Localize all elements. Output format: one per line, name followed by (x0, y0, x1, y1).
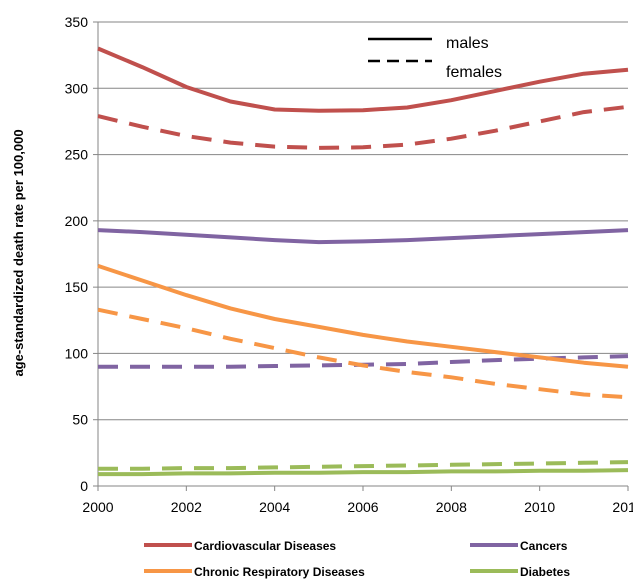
style-legend: males females (368, 35, 502, 81)
y-tick-label: 150 (65, 279, 89, 295)
legend: Cardiovascular Diseases Cancers Chronic Re… (144, 539, 570, 579)
series-line-chronic-respiratory-diseases-females (97, 307, 629, 400)
y-axis-label: age-standardized death rate per 100,000 (11, 129, 26, 376)
x-tick-label: 2012 (612, 499, 633, 515)
axes (97, 22, 628, 487)
y-tick-label: 0 (80, 478, 88, 494)
series-line-diabetes-females (98, 460, 629, 471)
legend-label-chronic-respiratory-diseases: Chronic Respiratory Diseases (194, 565, 365, 579)
dashed-legend-label: females (446, 64, 502, 81)
x-tick-labels: 2000 2002 2004 2006 2008 2010 2012 (82, 486, 633, 515)
solid-legend-label: males (446, 35, 489, 52)
y-tick-label: 300 (65, 80, 89, 96)
series-line-cardiovascular-diseases-females (97, 104, 629, 150)
x-tick-label: 2000 (82, 499, 113, 515)
x-tick-label: 2008 (436, 499, 467, 515)
legend-label-cancers: Cancers (520, 539, 568, 553)
series-line-chronic-respiratory-diseases-males (97, 264, 629, 369)
x-tick-label: 2010 (524, 499, 555, 515)
series-lines (97, 46, 629, 477)
y-tick-label: 50 (72, 412, 88, 428)
series-line-cancers-males (97, 228, 629, 245)
y-tick-label: 100 (65, 345, 89, 361)
y-tick-label: 250 (65, 147, 89, 163)
series-line-diabetes-males (98, 468, 629, 477)
x-tick-label: 2006 (347, 499, 378, 515)
x-tick-label: 2004 (259, 499, 290, 515)
series-line-cardiovascular-diseases-males (97, 46, 629, 113)
y-tick-labels: 0 50 100 150 200 250 300 350 (65, 14, 98, 494)
legend-label-cardiovascular-diseases: Cardiovascular Diseases (194, 539, 336, 553)
y-tick-label: 200 (65, 213, 89, 229)
x-tick-label: 2002 (171, 499, 202, 515)
legend-label-diabetes: Diabetes (520, 565, 570, 579)
y-tick-label: 350 (65, 14, 89, 30)
